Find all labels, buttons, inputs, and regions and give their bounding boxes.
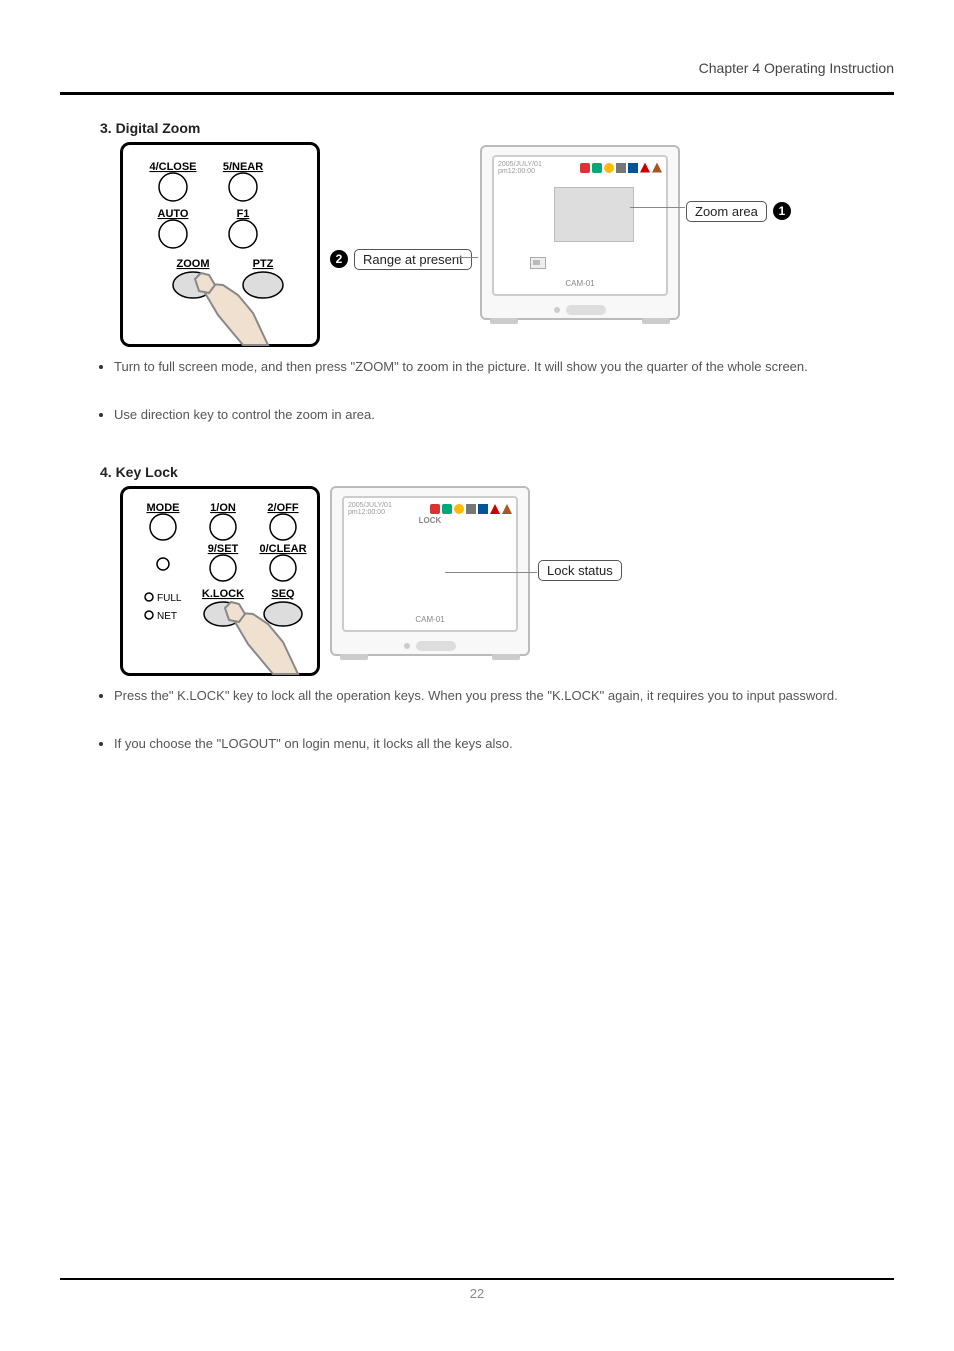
event-icon (652, 163, 662, 173)
monitor-foot-r-2 (492, 654, 520, 660)
btn-label-4close: 4/CLOSE (149, 161, 196, 173)
btn-2off[interactable] (270, 514, 296, 540)
btn-f1[interactable] (229, 220, 257, 248)
net-icon-2 (478, 504, 488, 514)
btn-label-auto: AUTO (158, 208, 189, 220)
page-number: 22 (470, 1286, 484, 1301)
callout-range: Range at present (354, 249, 472, 270)
header-chapter: Chapter 4 Operating Instruction (699, 60, 894, 76)
monitor-foot-r (642, 318, 670, 324)
monitor-zoom-wrap: 2005/JULY/01 pm12:00:00 CAM-01 (480, 145, 790, 345)
mode-icon (616, 163, 626, 173)
motion-icon (640, 163, 650, 173)
bullet-s2-0: Press the" K.LOCK" key to lock all the o… (114, 686, 894, 706)
btn-label-f1: F1 (237, 208, 250, 220)
monitor-lock-wrap: 2005/JULY/01 pm12:00:00 LOCK CAM-01 (330, 486, 630, 676)
callout-lock-wrap: Lock status (538, 562, 622, 580)
btn-seq[interactable] (264, 602, 302, 626)
btn-label-2off: 2/OFF (267, 502, 298, 514)
btn-ptz[interactable] (243, 272, 283, 298)
leader-zoom (630, 207, 685, 208)
event-icon-2 (502, 504, 512, 514)
remote-keylock: MODE 1/ON 2/OFF 9/SET 0/CLEAR FULL NET K… (120, 486, 320, 676)
led-indicator (157, 558, 169, 570)
remote-zoom-svg: 4/CLOSE 5/NEAR AUTO F1 ZOOM PTZ (123, 145, 323, 350)
remote-zoom: 4/CLOSE 5/NEAR AUTO F1 ZOOM PTZ (120, 142, 320, 347)
alarm-icon-2 (454, 504, 464, 514)
mode-icon-2 (466, 504, 476, 514)
callout-range-slot: 2 Range at present (330, 145, 470, 345)
btn-4close[interactable] (159, 173, 187, 201)
btn-label-seq: SEQ (271, 588, 295, 600)
remote-keylock-svg: MODE 1/ON 2/OFF 9/SET 0/CLEAR FULL NET K… (123, 489, 323, 679)
monitor-lock-topbar: 2005/JULY/01 pm12:00:00 (348, 502, 512, 516)
btn-label-zoom: ZOOM (177, 258, 210, 270)
btn-label-ptz: PTZ (253, 258, 274, 270)
lbl-full: FULL (157, 593, 182, 604)
figure-row-1: 4/CLOSE 5/NEAR AUTO F1 ZOOM PTZ (120, 142, 894, 347)
zoom-area-rect (554, 187, 634, 242)
btn-label-9set: 9/SET (208, 543, 239, 555)
bullets-section2: Press the" K.LOCK" key to lock all the o… (114, 686, 894, 753)
callout-zoom-area: Zoom area (686, 201, 767, 222)
callout-lock-status: Lock status (538, 560, 622, 581)
page-footer: 22 (60, 1278, 894, 1301)
motion-icon-2 (490, 504, 500, 514)
cam-label: CAM-01 (494, 279, 666, 288)
lock-text: LOCK (344, 516, 516, 525)
timestamp-2: 2005/JULY/01 pm12:00:00 (348, 502, 428, 516)
bullet-s1-1: Use direction key to control the zoom in… (114, 405, 894, 425)
btn-label-0clear: 0/CLEAR (259, 543, 306, 555)
monitor-foot-l (490, 318, 518, 324)
monitor-base-2 (404, 641, 456, 651)
section-title-keylock: 4. Key Lock (100, 464, 894, 480)
header-rule (60, 92, 894, 95)
range-indicator (530, 257, 546, 269)
btn-label-5near: 5/NEAR (223, 161, 263, 173)
btn-0clear[interactable] (270, 555, 296, 581)
monitor-topbar: 2005/JULY/01 pm12:00:00 (498, 161, 662, 175)
section-title-zoom: 3. Digital Zoom (100, 120, 894, 136)
lbl-net: NET (157, 611, 177, 622)
btn-label-mode: MODE (147, 502, 180, 514)
monitor-zoom-screen: 2005/JULY/01 pm12:00:00 CAM-01 (492, 155, 668, 296)
leader-lock (445, 572, 537, 573)
monitor-lock-screen: 2005/JULY/01 pm12:00:00 LOCK CAM-01 (342, 496, 518, 632)
monitor-base (554, 305, 606, 315)
btn-label-1on: 1/ON (210, 502, 236, 514)
alarm-icon (604, 163, 614, 173)
hdd-icon-2 (442, 504, 452, 514)
btn-9set[interactable] (210, 555, 236, 581)
btn-auto[interactable] (159, 220, 187, 248)
cam-label-2: CAM-01 (344, 615, 516, 624)
radio-net[interactable] (145, 611, 153, 619)
rec-icon-2 (430, 504, 440, 514)
btn-1on[interactable] (210, 514, 236, 540)
badge-2: 2 (330, 250, 348, 268)
bullet-s1-0: Turn to full screen mode, and then press… (114, 357, 894, 377)
net-icon (628, 163, 638, 173)
btn-label-klock: K.LOCK (202, 588, 244, 600)
figure-row-2: MODE 1/ON 2/OFF 9/SET 0/CLEAR FULL NET K… (120, 486, 894, 676)
bullets-section1: Turn to full screen mode, and then press… (114, 357, 894, 424)
monitor-zoom: 2005/JULY/01 pm12:00:00 CAM-01 (480, 145, 680, 320)
monitor-lock: 2005/JULY/01 pm12:00:00 LOCK CAM-01 (330, 486, 530, 656)
btn-5near[interactable] (229, 173, 257, 201)
badge-1: 1 (773, 202, 791, 220)
callout-zoom-wrap: Zoom area 1 (686, 201, 791, 222)
bullet-s2-1: If you choose the "LOGOUT" on login menu… (114, 734, 894, 754)
monitor-foot-l-2 (340, 654, 368, 660)
leader-range (452, 257, 478, 258)
radio-full[interactable] (145, 593, 153, 601)
hdd-icon (592, 163, 602, 173)
timestamp: 2005/JULY/01 pm12:00:00 (498, 161, 578, 175)
btn-mode[interactable] (150, 514, 176, 540)
rec-icon (580, 163, 590, 173)
page-root: Chapter 4 Operating Instruction 3. Digit… (0, 0, 954, 1351)
